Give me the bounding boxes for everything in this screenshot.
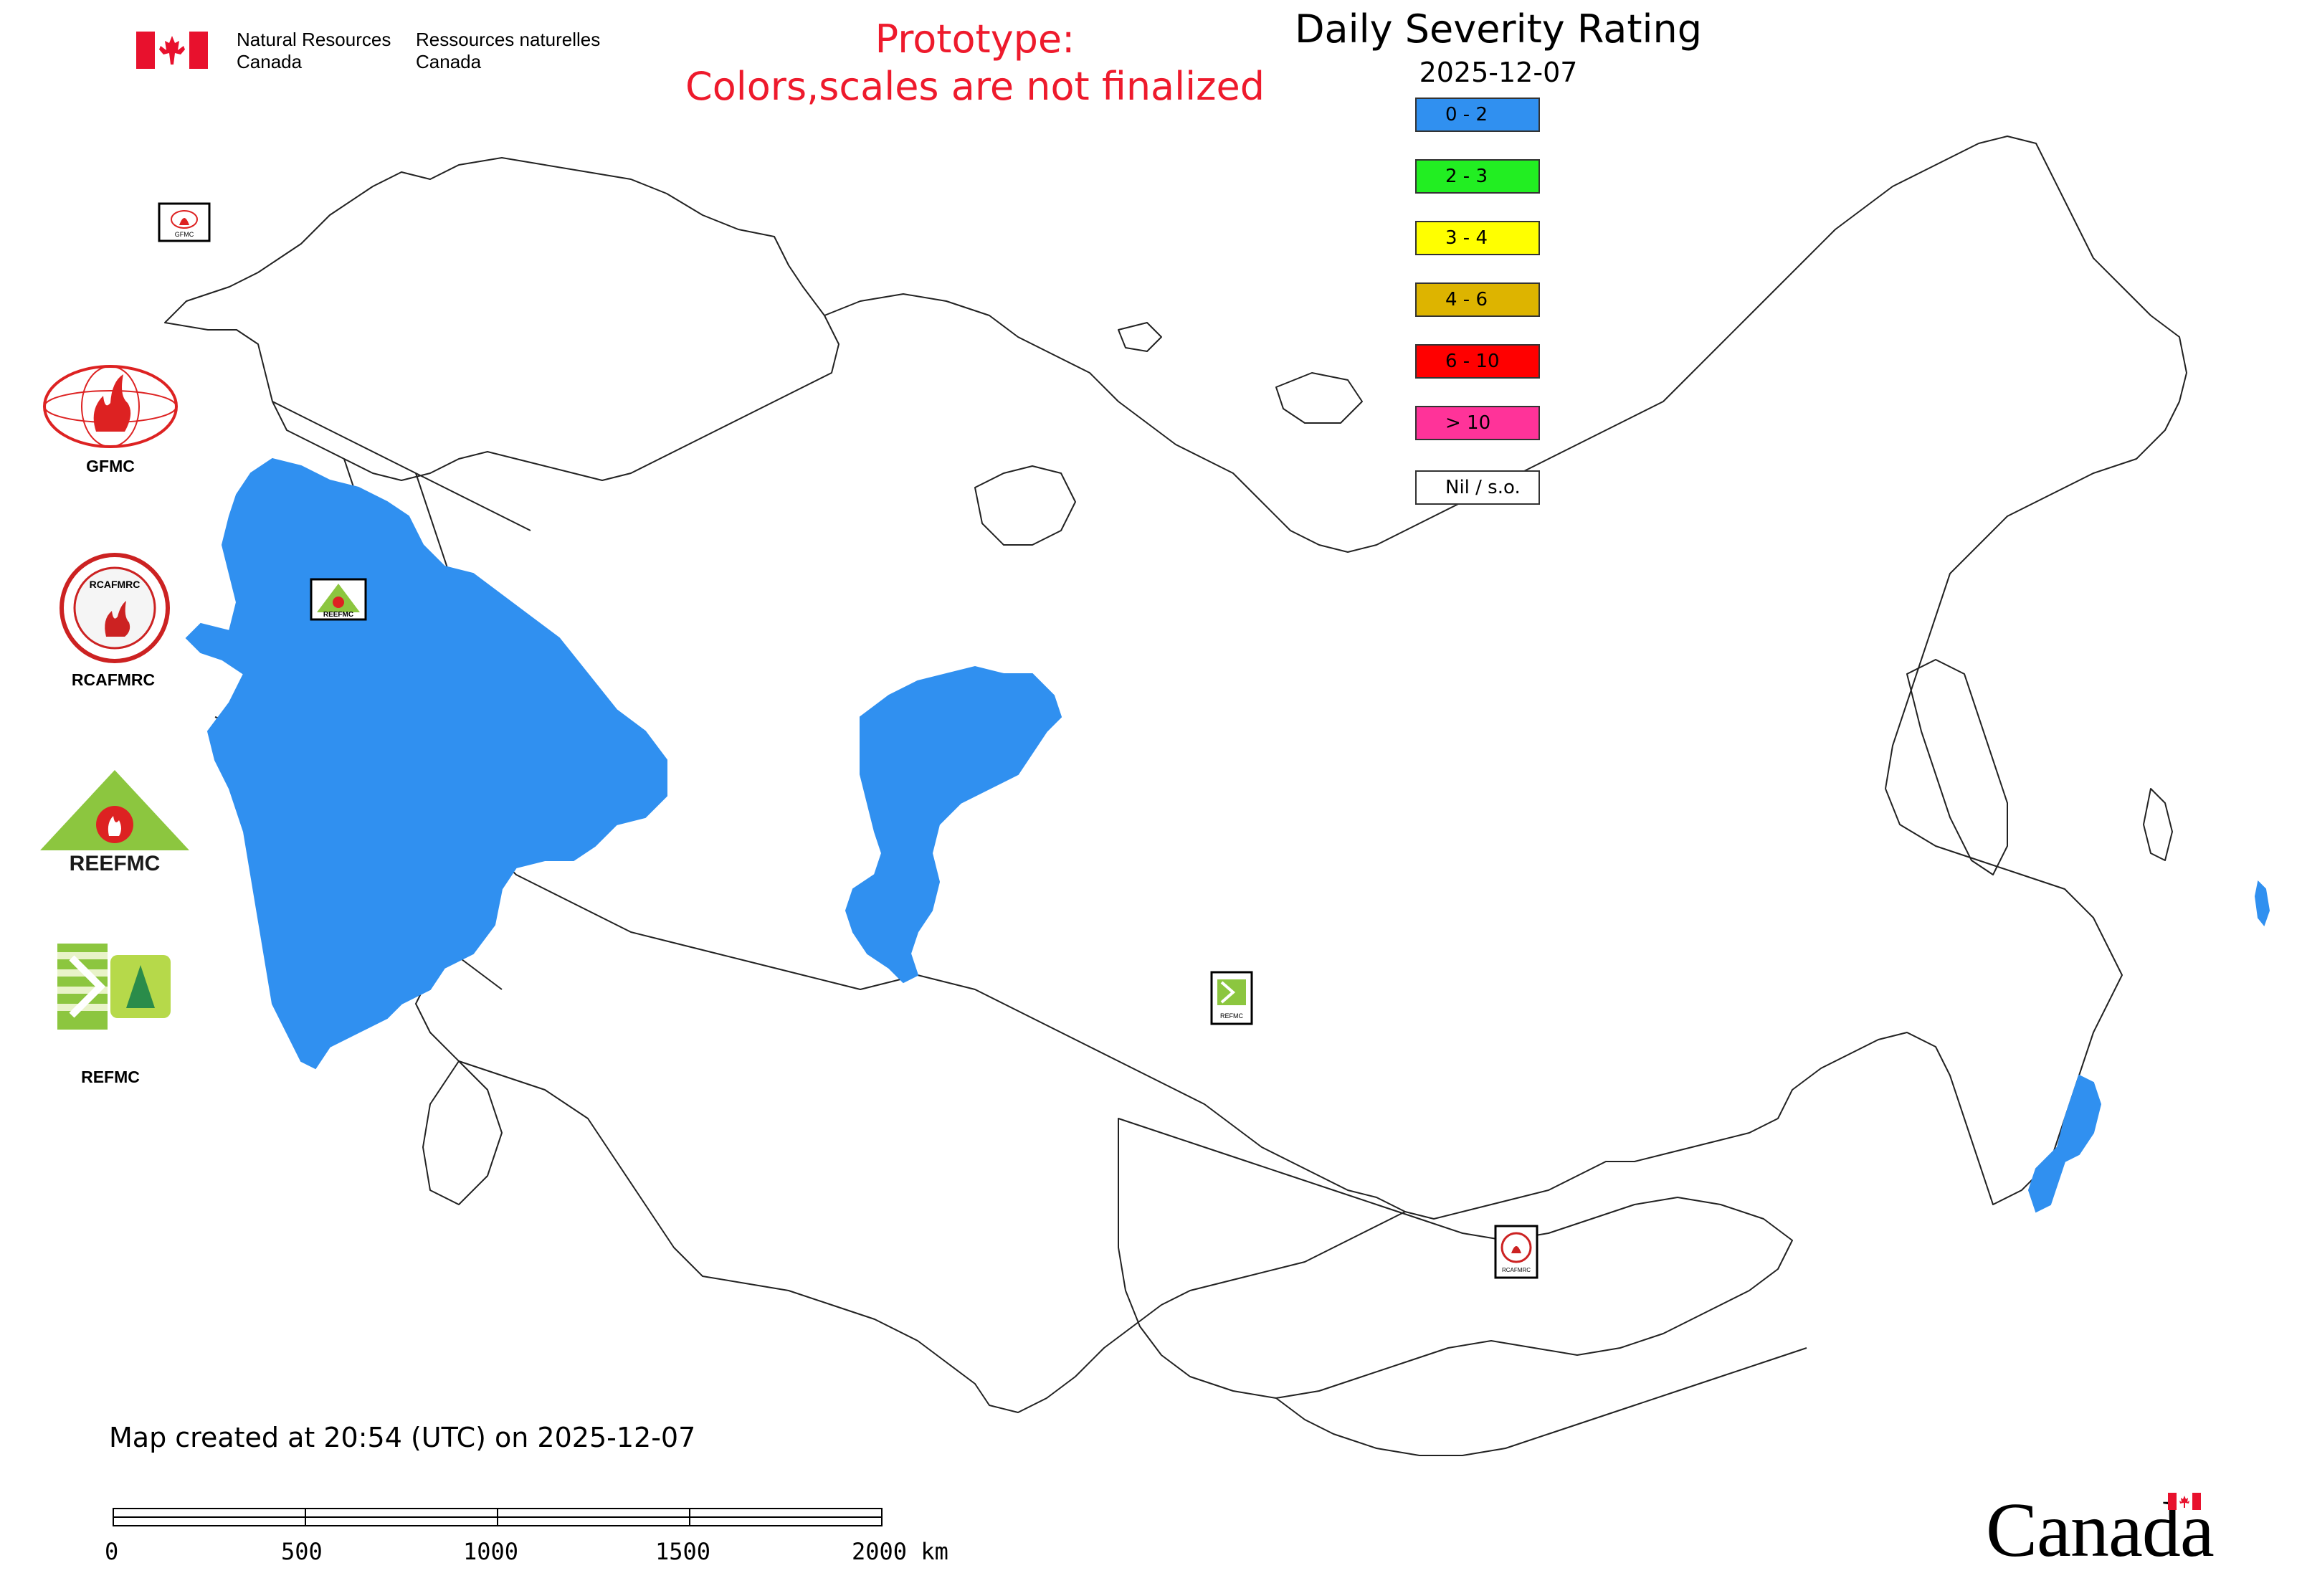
- legend-item-4-6: 4 - 6: [1415, 282, 1540, 317]
- canada-flag-icon: [136, 32, 208, 69]
- gfmc-marker[interactable]: GFMC: [158, 202, 211, 242]
- russia-outline: [501, 136, 2187, 1220]
- gfmc-logo[interactable]: [39, 360, 182, 453]
- severnaya-zemlya-outline: [1275, 372, 1363, 424]
- scale-tick-1000: 1000: [463, 1538, 519, 1565]
- scandinavia-outline: [164, 157, 840, 481]
- legend-item-nil: Nil / s.o.: [1415, 470, 1540, 505]
- kamchatka-outline: [1906, 659, 2008, 875]
- rcafmrc-caption: RCAFMRC: [71, 670, 156, 689]
- wordmark-flag-icon: [2168, 1493, 2201, 1510]
- refmc-marker[interactable]: REFMC: [1210, 971, 1253, 1025]
- scale-tick-0: 0: [105, 1538, 119, 1565]
- sakhalin-outline: [2143, 788, 2173, 861]
- rcafmrc-logo[interactable]: RCAFMRC: [57, 551, 172, 665]
- legend-item-6-10: 6 - 10: [1415, 344, 1540, 379]
- europe-border-1: [272, 401, 531, 531]
- gfmc-caption: GFMC: [86, 457, 135, 475]
- caspian-outline: [422, 1060, 503, 1205]
- refmc-marker-label: REFMC: [1220, 1012, 1243, 1020]
- refmc-caption: REFMC: [81, 1068, 140, 1086]
- scale-tick-2000-km: 2000 km: [852, 1538, 948, 1565]
- rating-area-west-siberia: [845, 665, 1062, 984]
- reefmc-marker-label: REEFMC: [323, 611, 353, 619]
- prototype-notice: Prototype: Colors,scales are not finaliz…: [685, 16, 1265, 109]
- legend-item-0-2: 0 - 2: [1415, 98, 1540, 132]
- dept-name-en: Natural Resources Canada: [237, 29, 391, 72]
- arctic-island-1: [1118, 322, 1162, 352]
- legend-title: Daily Severity Rating: [1294, 6, 1703, 52]
- legend-item-gt-10: > 10: [1415, 406, 1540, 440]
- rating-area-europe: [185, 457, 667, 1070]
- legend-date: 2025-12-07: [1419, 57, 1578, 88]
- china-outline: [1275, 1347, 1807, 1456]
- legend-item-3-4: 3 - 4: [1415, 221, 1540, 255]
- scale-tick-1500: 1500: [655, 1538, 711, 1565]
- reefmc-logo[interactable]: REEFMC: [37, 767, 192, 875]
- legend-item-2-3: 2 - 3: [1415, 159, 1540, 194]
- scale-tick-500: 500: [281, 1538, 323, 1565]
- rating-area-primorye: [2027, 1074, 2102, 1213]
- svg-text:RCAFMRC: RCAFMRC: [90, 579, 141, 590]
- dept-name-fr: Ressources naturelles Canada: [416, 29, 601, 72]
- rcafmrc-marker[interactable]: RCAFMRC: [1494, 1225, 1538, 1279]
- novaya-zemlya-outline: [974, 465, 1076, 546]
- rcafmrc-marker-label: RCAFMRC: [1502, 1267, 1531, 1273]
- rating-area-kuril: [2254, 880, 2270, 927]
- map-created-text: Map created at 20:54 (UTC) on 2025-12-07: [109, 1422, 696, 1453]
- gfmc-marker-label: GFMC: [175, 231, 194, 238]
- mongolia-outline: [1118, 1118, 1793, 1399]
- reefmc-wordmark: REEFMC: [70, 852, 161, 875]
- reefmc-marker[interactable]: REEFMC: [310, 578, 367, 621]
- scale-bar: [113, 1508, 883, 1526]
- rating-areas: [185, 457, 2270, 1213]
- refmc-logo[interactable]: [57, 944, 172, 1030]
